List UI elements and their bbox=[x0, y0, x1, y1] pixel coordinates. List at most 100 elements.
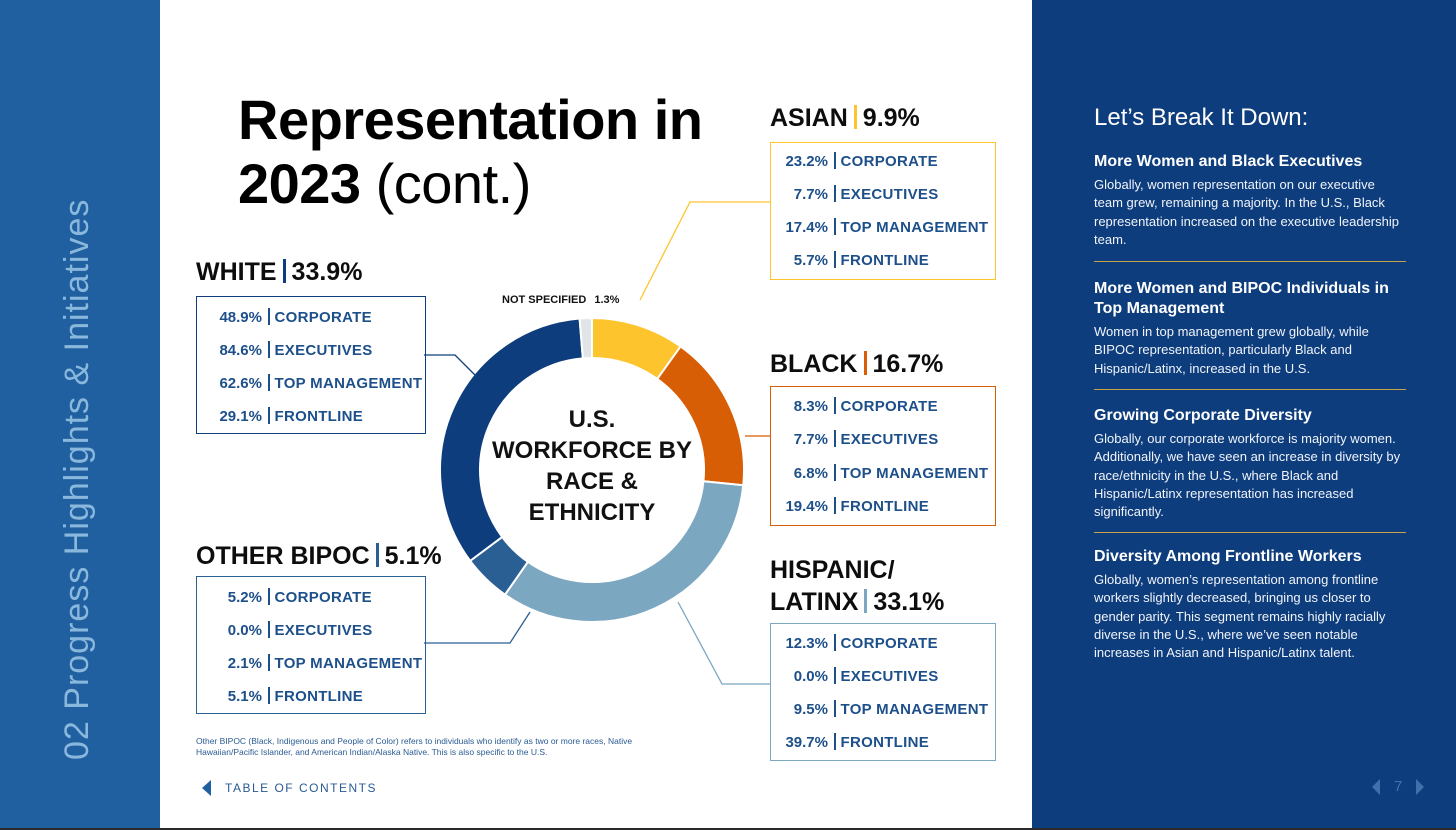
heading-divider bbox=[282, 259, 286, 283]
leader-lines bbox=[424, 201, 770, 685]
group-pct-white: 33.9% bbox=[291, 258, 363, 286]
stat-box-frame bbox=[770, 142, 996, 280]
stat-row: 0.0% EXECUTIVES bbox=[196, 621, 373, 641]
stat-divider bbox=[834, 733, 836, 750]
heading-divider bbox=[864, 589, 868, 613]
stat-value: 23.2% bbox=[785, 153, 828, 170]
stat-value: 12.3% bbox=[785, 635, 828, 652]
stat-label: EXECUTIVES bbox=[840, 186, 939, 203]
group-name-black: BLACK bbox=[770, 350, 858, 378]
stat-value: 17.4% bbox=[785, 219, 828, 236]
insight-section: Growing Corporate Diversity Globally, ou… bbox=[1094, 406, 1406, 521]
group-pct-asian: 9.9% bbox=[862, 104, 920, 132]
group-pct-hispanic: 33.1% bbox=[873, 588, 945, 616]
group-name-asian: ASIAN bbox=[770, 104, 848, 132]
stat-value: 84.6% bbox=[219, 342, 262, 359]
stat-divider bbox=[834, 185, 836, 202]
stat-row: 0.0% EXECUTIVES bbox=[770, 667, 939, 687]
stat-box-frame bbox=[770, 386, 996, 526]
stat-box-frame bbox=[196, 576, 426, 714]
stat-divider bbox=[834, 634, 836, 651]
stat-row: 84.6% EXECUTIVES bbox=[196, 341, 373, 361]
stat-label: CORPORATE bbox=[840, 398, 938, 415]
stat-value: 0.0% bbox=[227, 622, 262, 639]
group-pct-black: 16.7% bbox=[872, 350, 944, 378]
insights-panel: Let’s Break It Down: More Women and Blac… bbox=[1032, 0, 1456, 828]
group-name-hispanic-line1: HISPANIC/ bbox=[770, 556, 895, 584]
stat-row: 9.5% TOP MANAGEMENT bbox=[770, 700, 988, 720]
stat-divider bbox=[834, 218, 836, 235]
table-of-contents-link[interactable]: TABLE OF CONTENTS bbox=[202, 778, 377, 798]
group-heading-asian: ASIAN 9.9% bbox=[770, 104, 920, 133]
stat-value: 7.7% bbox=[793, 186, 828, 203]
group-name-hispanic-line2: LATINX bbox=[770, 588, 859, 616]
stat-label: FRONTLINE bbox=[840, 734, 930, 751]
section-side-label: 02 Progress Highlights & Initiatives bbox=[58, 198, 96, 760]
stat-divider bbox=[834, 152, 836, 169]
group-heading-white: WHITE 33.9% bbox=[196, 258, 362, 287]
stat-value: 7.7% bbox=[793, 431, 828, 448]
stat-label: CORPORATE bbox=[840, 153, 938, 170]
insight-body: Globally, women’s representation among f… bbox=[1094, 572, 1386, 661]
stat-row: 12.3% CORPORATE bbox=[770, 634, 938, 654]
not-specified-label: NOT SPECIFIED 1.3% bbox=[502, 294, 619, 306]
stat-row: 39.7% FRONTLINE bbox=[770, 733, 929, 753]
stat-box-white: 48.9% CORPORATE 84.6% EXECUTIVES 62.6% TOP … bbox=[196, 296, 426, 434]
toc-label: TABLE OF CONTENTS bbox=[225, 781, 377, 795]
stat-label: TOP MANAGEMENT bbox=[840, 219, 989, 236]
next-page-icon[interactable] bbox=[1416, 778, 1425, 795]
stat-divider bbox=[268, 687, 270, 704]
heading-divider bbox=[375, 543, 379, 567]
stat-row: 17.4% TOP MANAGEMENT bbox=[770, 218, 988, 238]
stat-value: 62.6% bbox=[219, 375, 262, 392]
group-heading-black: BLACK 16.7% bbox=[770, 350, 943, 379]
insight-body: Globally, our corporate workforce is maj… bbox=[1094, 431, 1401, 520]
stat-row: 7.7% EXECUTIVES bbox=[770, 185, 939, 205]
not-specified-name: NOT SPECIFIED bbox=[502, 294, 587, 306]
stat-box-hispanic: 12.3% CORPORATE 0.0% EXECUTIVES 9.5% TOP MA… bbox=[770, 623, 996, 761]
stat-divider bbox=[834, 397, 836, 414]
page-title-suffix: (cont.) bbox=[375, 152, 532, 215]
stat-value: 48.9% bbox=[219, 309, 262, 326]
stat-divider bbox=[268, 308, 270, 325]
stat-label: TOP MANAGEMENT bbox=[274, 655, 423, 672]
stat-label: EXECUTIVES bbox=[840, 668, 939, 685]
stat-row: 5.1% FRONTLINE bbox=[196, 687, 363, 707]
stat-box-asian: 23.2% CORPORATE 7.7% EXECUTIVES 17.4% TOP M… bbox=[770, 142, 996, 280]
group-name-other-bipoc: OTHER BIPOC bbox=[196, 542, 370, 570]
insights-title: Let’s Break It Down: bbox=[1094, 104, 1309, 131]
stat-divider bbox=[834, 464, 836, 481]
stat-label: TOP MANAGEMENT bbox=[840, 701, 989, 718]
stat-value: 39.7% bbox=[785, 734, 828, 751]
donut-slice-not-specified bbox=[578, 316, 593, 360]
stat-label: EXECUTIVES bbox=[274, 342, 373, 359]
stat-label: FRONTLINE bbox=[274, 688, 364, 705]
leader-line-asian bbox=[639, 201, 770, 301]
insight-heading: More Women and BIPOC Individuals in Top … bbox=[1094, 280, 1389, 317]
main-content: Representation in 2023 (cont.) NOT SPECI… bbox=[160, 0, 1032, 828]
page-navigation: 7 bbox=[1372, 778, 1425, 795]
stat-divider bbox=[834, 700, 836, 717]
stat-label: EXECUTIVES bbox=[840, 431, 939, 448]
stat-divider bbox=[834, 251, 836, 268]
stat-divider bbox=[268, 621, 270, 638]
stat-label: FRONTLINE bbox=[840, 252, 930, 269]
footnote: Other BIPOC (Black, Indigenous and Peopl… bbox=[196, 736, 633, 757]
previous-page-icon[interactable] bbox=[1372, 778, 1380, 795]
stat-row: 19.4% FRONTLINE bbox=[770, 497, 929, 517]
not-specified-pct: 1.3% bbox=[594, 294, 620, 306]
stat-label: CORPORATE bbox=[274, 309, 372, 326]
heading-divider bbox=[853, 105, 857, 129]
leader-line-white bbox=[424, 354, 479, 379]
stat-value: 9.5% bbox=[793, 701, 828, 718]
stat-label: TOP MANAGEMENT bbox=[840, 465, 989, 482]
insight-body: Globally, women representation on our ex… bbox=[1094, 177, 1399, 247]
leader-line-other bbox=[424, 611, 531, 644]
stat-value: 19.4% bbox=[785, 498, 828, 515]
stat-value: 6.8% bbox=[793, 465, 828, 482]
section-divider bbox=[1094, 532, 1406, 533]
stat-label: TOP MANAGEMENT bbox=[274, 375, 423, 392]
stat-box-other-bipoc: 5.2% CORPORATE 0.0% EXECUTIVES 2.1% TOP MAN… bbox=[196, 576, 426, 714]
stat-row: 29.1% FRONTLINE bbox=[196, 407, 363, 427]
